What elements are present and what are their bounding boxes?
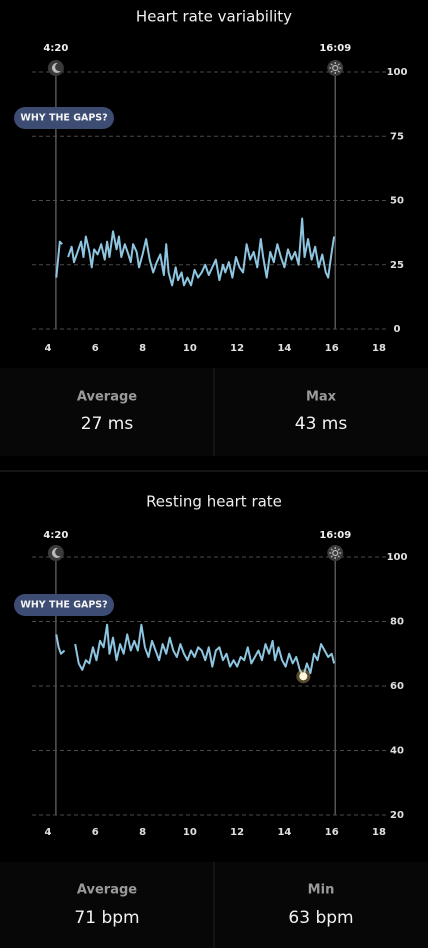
y-tick-label: 75 [390, 131, 404, 142]
summary-value: 71 bpm [74, 908, 139, 928]
sun-ray [330, 548, 333, 551]
x-tick-label: 12 [230, 343, 244, 354]
x-tick-label: 12 [230, 827, 244, 838]
button-label[interactable]: WHY THE GAPS? [20, 113, 107, 124]
data-line [55, 623, 336, 678]
sun-ray [330, 70, 333, 73]
x-tick-label: 6 [92, 343, 99, 354]
x-tick-label: 4 [45, 343, 52, 354]
min-point [299, 672, 308, 681]
x-tick-label: 16 [325, 343, 339, 354]
summary-label: Average [77, 390, 137, 405]
summary-value: 63 bpm [288, 908, 353, 928]
y-tick-label: 20 [390, 810, 404, 821]
summary-label: Max [306, 390, 337, 405]
x-tick-label: 18 [372, 343, 386, 354]
sun-icon [332, 64, 339, 72]
time-marker-icon [47, 545, 64, 561]
y-tick-label: 100 [387, 552, 408, 563]
x-tick-label: 18 [372, 827, 386, 838]
section-separator [0, 470, 428, 472]
sun-ray [337, 548, 340, 551]
time-marker-label: 4:20 [43, 43, 68, 54]
button-bg [14, 594, 114, 616]
y-tick-label: 25 [390, 260, 404, 271]
chart-title: Heart rate variability [136, 8, 292, 26]
data-line [55, 217, 336, 287]
moon-icon [51, 547, 61, 558]
sun-ray [337, 63, 340, 66]
button-bg [14, 107, 114, 129]
time-marker-label: 16:09 [319, 530, 351, 541]
moon-icon [51, 62, 61, 73]
sun-ray [337, 555, 340, 558]
x-tick-label: 10 [183, 827, 197, 838]
y-tick-label: 60 [390, 681, 404, 692]
why-gaps-button[interactable]: WHY THE GAPS? [14, 594, 114, 616]
x-tick-label: 16 [325, 827, 339, 838]
chart-title: Resting heart rate [146, 493, 282, 511]
summary-label: Average [77, 883, 137, 898]
x-tick-label: 10 [183, 343, 197, 354]
summary-value: 43 ms [295, 414, 348, 434]
x-tick-label: 8 [139, 827, 146, 838]
x-tick-label: 8 [139, 343, 146, 354]
sun-ray [330, 555, 333, 558]
y-tick-label: 80 [390, 617, 404, 628]
sun-ray [330, 63, 333, 66]
button-label[interactable]: WHY THE GAPS? [20, 600, 107, 611]
summary-label: Min [308, 883, 335, 898]
x-tick-label: 14 [277, 827, 291, 838]
time-marker-label: 4:20 [43, 530, 68, 541]
y-tick-label: 100 [387, 67, 408, 78]
y-tick-label: 0 [394, 324, 401, 335]
y-tick-label: 40 [390, 746, 404, 757]
y-tick-label: 50 [390, 196, 404, 207]
x-tick-label: 6 [92, 827, 99, 838]
x-tick-label: 4 [45, 827, 52, 838]
time-marker-icon [47, 60, 64, 76]
sun-ray [337, 70, 340, 73]
sun-icon [332, 549, 339, 557]
x-tick-label: 14 [277, 343, 291, 354]
summary-value: 27 ms [81, 414, 134, 434]
time-marker-label: 16:09 [319, 43, 351, 54]
why-gaps-button[interactable]: WHY THE GAPS? [14, 107, 114, 129]
